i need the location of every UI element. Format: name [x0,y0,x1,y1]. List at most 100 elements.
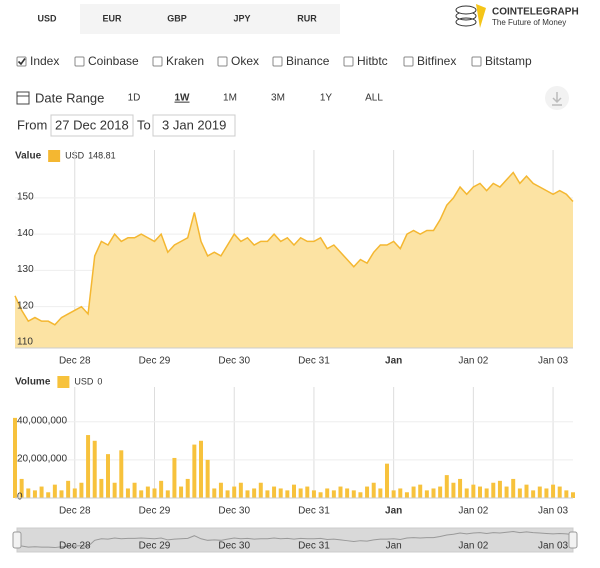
volume-bar [212,488,217,498]
currency-tab[interactable]: JPY [233,13,250,23]
date-range-label: Date Range [35,90,104,105]
to-value[interactable]: 3 Jan 2019 [162,117,226,132]
volume-bar [185,478,190,498]
exchange-label[interactable]: Binance [286,54,330,68]
volume-bar [292,484,296,498]
volume-bar [544,488,549,498]
volume-bar [378,488,383,498]
x-tick-label: Dec 31 [298,506,330,517]
volume-bar [19,478,24,498]
volume-bar [298,488,303,498]
volume-bar [258,482,263,498]
calendar-frame [16,91,30,105]
navigator-label: Dec 31 [298,541,330,552]
currency-tab[interactable]: GBP [167,13,187,23]
from-input[interactable] [50,114,134,137]
volume-bar [371,482,376,498]
range-button[interactable]: 1D [128,93,141,104]
volume-bar [265,490,270,498]
volume-bar [511,478,516,498]
checkbox[interactable] [403,56,414,67]
volume-bar [524,484,529,498]
volume-bar [564,490,569,498]
volume-bar [272,486,277,498]
currency-tab[interactable]: EUR [102,13,122,23]
volume-bar [159,480,164,498]
navigator[interactable] [16,527,574,553]
x-tick-label: Dec 30 [218,506,250,517]
currency-tab[interactable]: USD [37,13,57,23]
navigator-handle[interactable] [568,531,578,549]
exchange-label[interactable]: Bitfinex [417,54,456,68]
navigator-handle[interactable] [12,531,22,549]
range-button[interactable]: 1M [223,93,237,104]
volume-bar [331,490,336,498]
volume-bar [99,478,104,498]
exchange-label[interactable]: Bitstamp [485,54,532,68]
volume-bar [218,482,223,498]
exchange-label[interactable]: Index [30,54,59,68]
volume-bar [86,435,91,498]
range-button[interactable]: ALL [365,93,383,104]
exchange-label[interactable]: Okex [231,54,259,68]
value-area [15,172,573,348]
exchange-label[interactable]: Kraken [166,54,204,68]
volume-bar [318,492,323,498]
navigator-label: Dec 29 [139,541,171,552]
currency-tab[interactable]: RUR [297,13,317,23]
exchange-label[interactable]: Hitbtc [357,54,388,68]
legend-series: USD [74,376,94,386]
y-tick-label: 150 [17,192,34,203]
range-button[interactable]: 3M [271,93,285,104]
volume-bar [338,486,343,498]
y-tick-label: 130 [17,264,34,275]
volume-bar [464,488,469,498]
currency-tab-selected[interactable] [14,4,80,34]
legend-title: Value [15,151,42,162]
volume-bar [145,486,150,498]
download-icon[interactable] [552,92,562,106]
navigator-label: Jan 03 [538,541,568,552]
exchange-label[interactable]: Coinbase [88,54,139,68]
volume-bar [537,486,542,498]
navigator-label: Dec 30 [218,541,250,552]
checkbox[interactable] [343,56,354,67]
checkbox[interactable] [217,56,228,67]
volume-bar [504,486,509,498]
volume-bar [92,440,97,498]
range-button[interactable]: 1W [175,93,191,104]
volume-bar [551,484,556,498]
x-tick-label: Dec 29 [139,356,171,367]
y-tick-label: 0 [17,492,23,503]
checkbox[interactable] [74,56,85,67]
volume-bar [497,480,502,498]
range-button[interactable]: 1Y [320,93,333,104]
x-tick-label: Dec 31 [298,356,330,367]
volume-bar [26,488,31,498]
download-button[interactable] [545,86,569,110]
volume-bar [232,486,237,498]
volume-bar [471,484,476,498]
from-value[interactable]: 27 Dec 2018 [55,117,129,132]
volume-bar [72,488,77,498]
x-tick-label: Jan [385,506,402,517]
x-tick-label: Jan 03 [538,506,568,517]
check-mark[interactable] [17,58,26,66]
x-tick-label: Dec 28 [59,506,91,517]
legend-swatch [48,150,61,162]
volume-bar [106,454,110,498]
logo: COINTELEGRAPH The Future of Money [455,4,579,28]
legend-value: 148.81 [88,150,116,160]
volume-bar [52,484,57,498]
to-input[interactable] [152,114,236,137]
volume-bar [385,463,389,498]
volume-bar [252,488,257,498]
volume-bar [285,490,290,498]
volume-bar [278,488,283,498]
x-tick-label: Jan [385,356,402,367]
checkbox[interactable] [471,56,482,67]
x-tick-label: Jan 02 [458,506,488,517]
checkbox[interactable] [272,56,283,67]
checkbox[interactable] [152,56,163,67]
volume-bar [46,492,51,498]
